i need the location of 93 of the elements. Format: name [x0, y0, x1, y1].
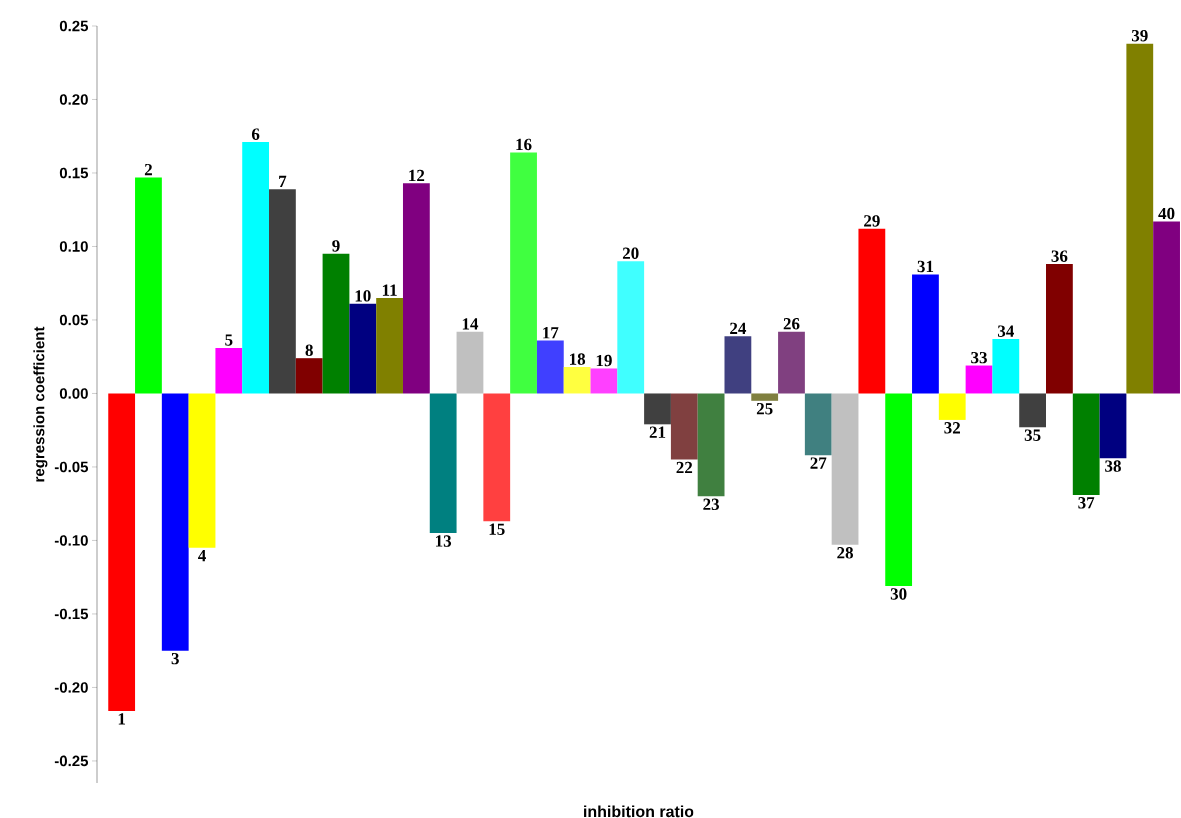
x-tick-label: 25	[756, 403, 773, 415]
bar	[1046, 264, 1073, 394]
x-tick-label: 20	[622, 247, 639, 259]
bar	[1126, 43, 1154, 394]
y-tick-label: 0.25	[59, 20, 89, 32]
y-tick-label: -0.10	[54, 535, 88, 546]
bar	[804, 393, 832, 456]
y-axis-title: regression coefficient	[33, 326, 48, 482]
x-tick-label: 13	[436, 535, 452, 547]
bar	[992, 339, 1020, 394]
x-tick-label: 5	[225, 334, 233, 346]
x-tick-label: 17	[543, 327, 559, 339]
bar	[912, 274, 939, 394]
bar	[322, 253, 350, 394]
x-tick-label: 18	[570, 353, 586, 365]
bar	[269, 189, 296, 394]
x-tick-label: 11	[382, 284, 397, 296]
x-tick-label: 32	[944, 422, 960, 434]
bar	[510, 152, 537, 394]
bar	[751, 393, 779, 401]
bar	[644, 393, 671, 425]
x-tick-label: 4	[198, 550, 206, 562]
bar	[349, 303, 377, 394]
bar	[965, 365, 993, 394]
y-tick-label: -0.20	[54, 682, 88, 693]
x-tick-label: 39	[1131, 30, 1148, 42]
x-tick-label: 35	[1024, 429, 1041, 441]
x-tick-label: 16	[516, 138, 532, 151]
x-tick-label: 37	[1078, 497, 1095, 509]
x-tick-label: 1	[118, 713, 126, 725]
y-tick-label: 0.05	[59, 314, 89, 326]
x-tick-label: 31	[917, 260, 934, 273]
bar	[376, 297, 403, 394]
bar	[402, 183, 430, 394]
bar	[831, 393, 859, 545]
x-tick-label: 8	[305, 344, 313, 356]
bar	[456, 331, 484, 394]
x-tick-label: 12	[409, 169, 425, 182]
x-tick-label: 33	[971, 351, 987, 364]
x-tick-label: 21	[649, 426, 666, 438]
bar	[536, 340, 564, 394]
x-tick-label: 19	[596, 354, 612, 367]
x-tick-label: 3	[171, 652, 179, 665]
y-tick-label: -0.15	[54, 608, 89, 620]
x-tick-label: 2	[144, 163, 152, 176]
x-tick-label: 30	[890, 588, 907, 600]
x-tick-label: 38	[1105, 460, 1121, 472]
bar	[697, 393, 725, 497]
bar	[483, 393, 511, 522]
bar	[295, 358, 323, 394]
bar	[617, 261, 645, 394]
y-tick-label: 0.10	[59, 241, 88, 252]
x-tick-label: 7	[279, 175, 287, 187]
bar	[215, 347, 243, 394]
x-tick-label: 24	[730, 322, 747, 334]
x-tick-label: 34	[997, 325, 1015, 337]
bar	[885, 393, 913, 587]
x-tick-label: 26	[783, 318, 800, 330]
bar	[590, 368, 618, 394]
y-tick-label: -0.05	[54, 461, 89, 473]
y-tick-label: 0.20	[59, 94, 88, 105]
bar	[1072, 393, 1100, 495]
x-tick-label: 6	[251, 128, 260, 140]
x-tick-label: 28	[837, 547, 853, 559]
bar	[242, 142, 270, 394]
x-tick-label: 10	[355, 290, 371, 302]
bar	[670, 393, 698, 460]
bar	[938, 393, 966, 420]
bar	[188, 393, 216, 548]
bar	[429, 393, 457, 534]
x-axis-title: inhibition ratio	[584, 805, 694, 818]
x-tick-label: 27	[810, 457, 827, 469]
x-tick-label: 22	[676, 461, 693, 474]
y-tick-label: 0.00	[59, 388, 88, 399]
bar	[1099, 393, 1127, 459]
y-tick-label: 0.15	[59, 167, 89, 179]
bar	[1019, 393, 1047, 428]
bar	[161, 393, 189, 651]
x-tick-label: 29	[864, 215, 880, 227]
bar	[108, 393, 136, 711]
x-tick-label: 9	[332, 240, 340, 252]
bar	[778, 331, 805, 394]
bar	[724, 336, 752, 394]
bar	[1153, 221, 1180, 394]
x-tick-label: 40	[1158, 207, 1175, 220]
x-tick-label: 15	[489, 523, 505, 535]
bar	[135, 177, 162, 394]
y-tick-label: -0.25	[54, 755, 89, 767]
x-tick-label: 23	[703, 498, 720, 510]
bar	[563, 367, 591, 394]
x-tick-label: 36	[1051, 250, 1068, 262]
x-tick-label: 14	[462, 318, 479, 330]
bar	[858, 228, 886, 394]
